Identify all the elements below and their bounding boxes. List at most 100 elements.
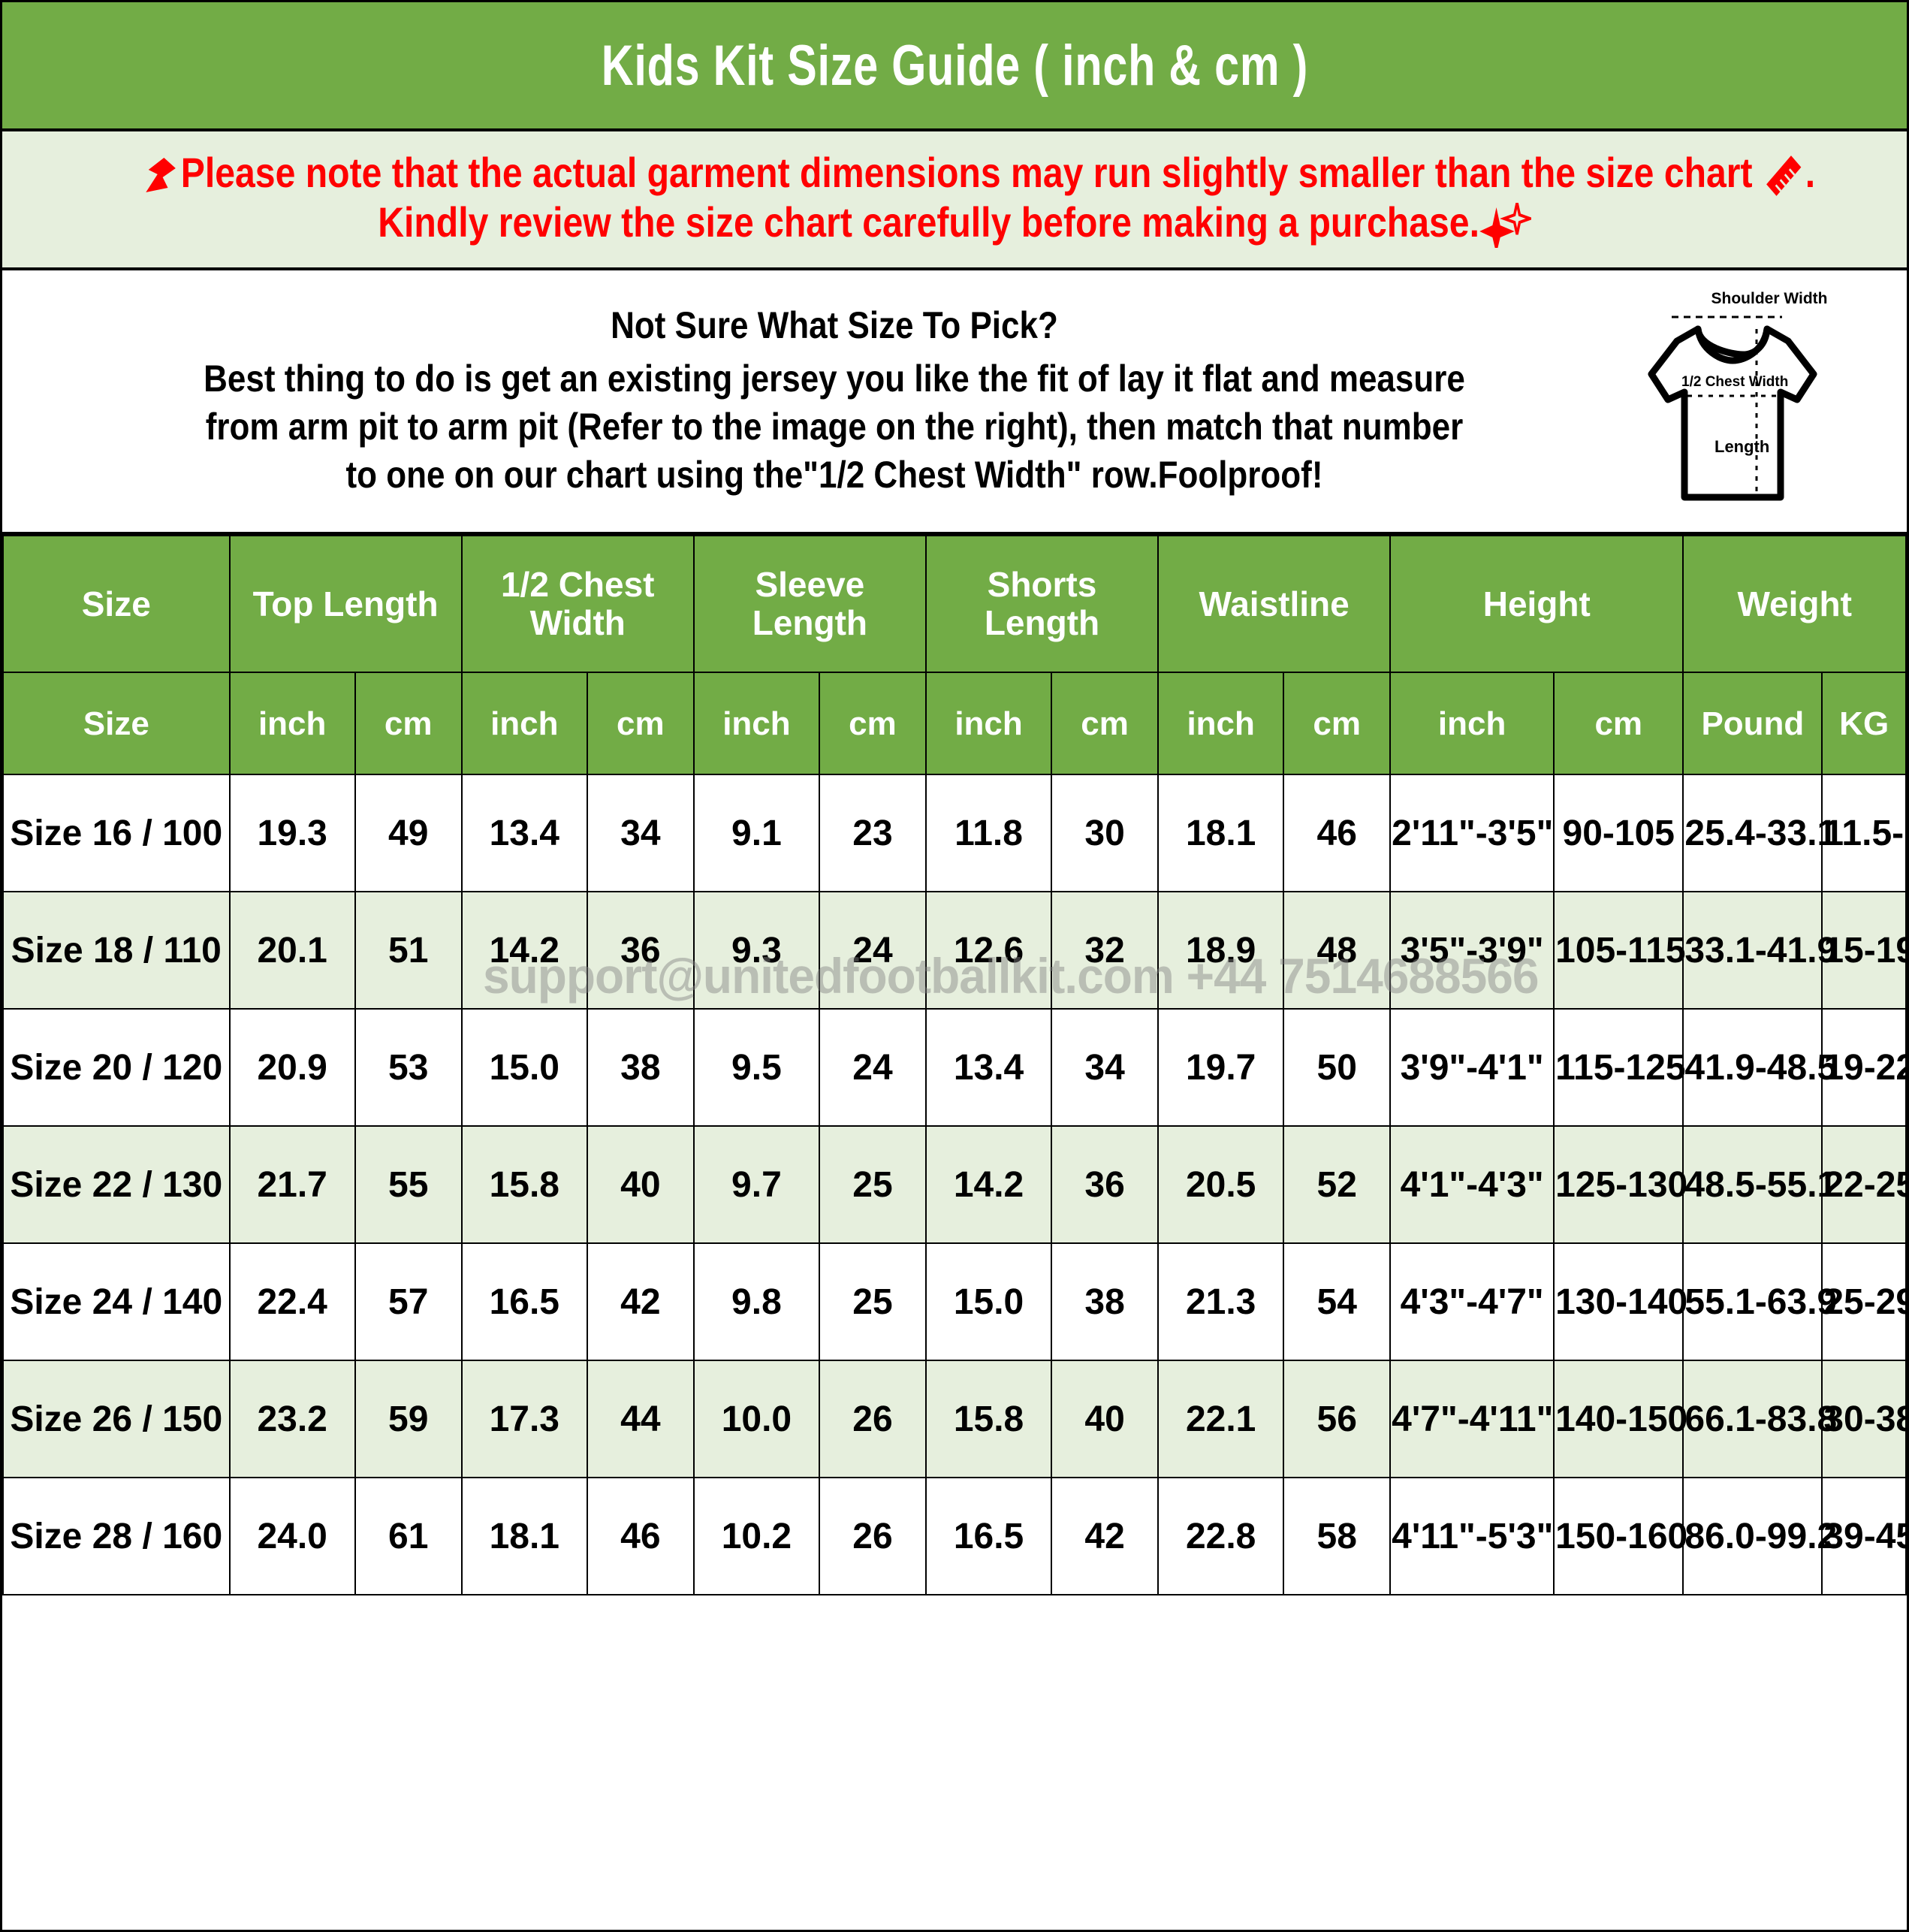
- notice-line-2: Kindly review the size chart carefully b…: [142, 198, 1767, 255]
- cell-chest-cm: 44: [586, 1360, 695, 1479]
- cell-chest-inch: 15.0: [460, 1008, 588, 1128]
- info-line-3: to one on our chart using the"1/2 Chest …: [345, 454, 1323, 497]
- group-header-weight: Weight: [1682, 535, 1907, 674]
- cell-chest-inch: 16.5: [460, 1242, 588, 1362]
- info-line-2: from arm pit to arm pit (Refer to the im…: [205, 406, 1464, 448]
- cell-chest-cm: 40: [586, 1125, 695, 1245]
- group-header-height: Height: [1389, 535, 1684, 674]
- cell-waist-cm: 58: [1283, 1477, 1392, 1596]
- cell-weight-pound: 41.9-48.5: [1682, 1008, 1837, 1128]
- notice-band: Please note that the actual garment dime…: [2, 131, 1907, 271]
- cell-size: Size 22 / 130: [2, 1125, 231, 1245]
- cell-waist-inch: 22.8: [1157, 1477, 1285, 1596]
- unit-header-height-cm: cm: [1553, 672, 1684, 776]
- unit-header-chest-cm: cm: [586, 672, 695, 776]
- cell-shorts-inch: 15.0: [924, 1242, 1053, 1362]
- cell-size: Size 16 / 100: [2, 774, 231, 893]
- cell-shorts-inch: 12.6: [924, 891, 1053, 1010]
- cell-chest-inch: 15.8: [460, 1125, 588, 1245]
- group-header-waistline: Waistline: [1157, 535, 1392, 674]
- cell-top-length-inch: 21.7: [228, 1125, 356, 1245]
- cell-waist-inch: 18.9: [1157, 891, 1285, 1010]
- info-text-block: Not Sure What Size To Pick? Best thing t…: [2, 303, 1907, 499]
- cell-size: Size 24 / 140: [2, 1242, 231, 1362]
- cell-height-inch: 3'9"-4'1": [1389, 1008, 1555, 1128]
- tshirt-collar: [1694, 325, 1771, 364]
- cell-weight-kg: 39-45: [1821, 1477, 1907, 1596]
- cell-sleeve-inch: 9.1: [692, 774, 821, 893]
- cell-shorts-inch: 15.8: [924, 1360, 1053, 1479]
- cell-shorts-cm: 36: [1051, 1125, 1160, 1245]
- cell-weight-pound: 86.0-99.2: [1682, 1477, 1837, 1596]
- cell-chest-cm: 34: [586, 774, 695, 893]
- cell-chest-inch: 18.1: [460, 1477, 588, 1596]
- cell-shorts-inch: 14.2: [924, 1125, 1053, 1245]
- cell-size: Size 26 / 150: [2, 1360, 231, 1479]
- unit-header-chest-inch: inch: [460, 672, 588, 776]
- cell-weight-pound: 48.5-55.1: [1682, 1125, 1837, 1245]
- cell-weight-kg: 22-25: [1821, 1125, 1907, 1245]
- cell-chest-inch: 17.3: [460, 1360, 588, 1479]
- cell-chest-cm: 38: [586, 1008, 695, 1128]
- title-bar: Kids Kit Size Guide ( inch & cm ): [2, 2, 1907, 131]
- unit-header-sleeve-inch: inch: [692, 672, 821, 776]
- cell-top-length-inch: 23.2: [228, 1360, 356, 1479]
- table-body: Size 16 / 100 19.3 49 13.4 34 9.1 23 11.…: [2, 774, 1907, 1596]
- cell-top-length-cm: 49: [354, 774, 463, 893]
- cell-sleeve-cm: 26: [819, 1477, 927, 1596]
- cell-chest-cm: 36: [586, 891, 695, 1010]
- unit-header-waist-inch: inch: [1157, 672, 1285, 776]
- page-title: Kids Kit Size Guide ( inch & cm ): [601, 33, 1308, 98]
- size-table: Size Top Length 1/2 Chest Width Sleeve L…: [2, 535, 1907, 1596]
- unit-header-size: Size: [2, 672, 231, 776]
- cell-shorts-inch: 13.4: [924, 1008, 1053, 1128]
- shoulder-width-label: Shoulder Width: [1711, 290, 1828, 307]
- info-heading: Not Sure What Size To Pick?: [611, 304, 1058, 347]
- cell-waist-cm: 52: [1283, 1125, 1392, 1245]
- unit-header-top-length-cm: cm: [354, 672, 463, 776]
- cell-weight-kg: 25-29: [1821, 1242, 1907, 1362]
- cell-weight-kg: 15-19: [1821, 891, 1907, 1010]
- cell-weight-kg: 11.5-15: [1821, 774, 1907, 893]
- notice-line-1-period: .: [1805, 149, 1816, 196]
- cell-sleeve-cm: 24: [819, 891, 927, 1010]
- unit-header-top-length-inch: inch: [228, 672, 356, 776]
- table-row: Size 20 / 120 20.9 53 15.0 38 9.5 24 13.…: [2, 1008, 1907, 1128]
- cell-waist-cm: 50: [1283, 1008, 1392, 1128]
- cell-weight-pound: 25.4-33.1: [1682, 774, 1837, 893]
- cell-sleeve-inch: 10.2: [692, 1477, 821, 1596]
- cell-size: Size 18 / 110: [2, 891, 231, 1010]
- info-line-1: Best thing to do is get an existing jers…: [204, 358, 1465, 400]
- info-band: Not Sure What Size To Pick? Best thing t…: [2, 270, 1907, 536]
- cell-shorts-cm: 40: [1051, 1360, 1160, 1479]
- cell-sleeve-cm: 25: [819, 1242, 927, 1362]
- cell-shorts-inch: 11.8: [924, 774, 1053, 893]
- unit-header-row: Size inch cm inch cm inch cm inch cm inc…: [2, 672, 1907, 776]
- cell-waist-cm: 56: [1283, 1360, 1392, 1479]
- cell-waist-inch: 18.1: [1157, 774, 1285, 893]
- cell-weight-pound: 55.1-63.9: [1682, 1242, 1837, 1362]
- group-header-size: Size: [2, 535, 231, 674]
- group-header-row: Size Top Length 1/2 Chest Width Sleeve L…: [2, 535, 1907, 674]
- cell-sleeve-inch: 10.0: [692, 1360, 821, 1479]
- cell-waist-inch: 22.1: [1157, 1360, 1285, 1479]
- length-label: Length: [1714, 437, 1769, 456]
- cell-top-length-inch: 20.9: [228, 1008, 356, 1128]
- cell-shorts-cm: 32: [1051, 891, 1160, 1010]
- unit-header-sleeve-cm: cm: [819, 672, 927, 776]
- unit-header-shorts-inch: inch: [924, 672, 1053, 776]
- half-chest-width-label: 1/2 Chest Width: [1681, 374, 1788, 390]
- table-row: Size 26 / 150 23.2 59 17.3 44 10.0 26 15…: [2, 1360, 1907, 1479]
- group-header-shorts-length: Shorts Length: [924, 535, 1160, 674]
- cell-sleeve-inch: 9.7: [692, 1125, 821, 1245]
- table-head: Size Top Length 1/2 Chest Width Sleeve L…: [2, 535, 1907, 776]
- cell-height-inch: 4'11"-5'3": [1389, 1477, 1555, 1596]
- cell-height-inch: 4'1"-4'3": [1389, 1125, 1555, 1245]
- cell-top-length-inch: 19.3: [228, 774, 356, 893]
- table-row: Size 22 / 130 21.7 55 15.8 40 9.7 25 14.…: [2, 1125, 1907, 1245]
- cell-chest-inch: 13.4: [460, 774, 588, 893]
- cell-waist-inch: 21.3: [1157, 1242, 1285, 1362]
- cell-sleeve-inch: 9.5: [692, 1008, 821, 1128]
- cell-shorts-cm: 38: [1051, 1242, 1160, 1362]
